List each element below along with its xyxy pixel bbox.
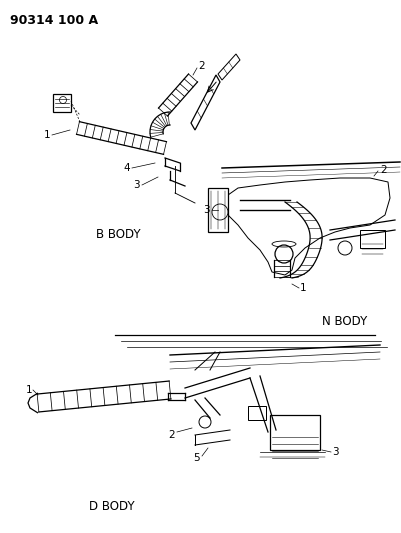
- Text: 2: 2: [379, 165, 386, 175]
- Text: 3: 3: [331, 447, 338, 457]
- Text: 1: 1: [299, 283, 306, 293]
- Text: 4: 4: [123, 163, 130, 173]
- Text: B BODY: B BODY: [95, 228, 140, 241]
- Text: 1: 1: [43, 130, 50, 140]
- Text: D BODY: D BODY: [89, 500, 134, 513]
- Text: 1: 1: [25, 385, 32, 395]
- Text: 5: 5: [193, 453, 200, 463]
- Bar: [269, 415, 319, 450]
- Text: 3: 3: [133, 180, 140, 190]
- Text: 2: 2: [198, 61, 204, 71]
- Text: 2: 2: [168, 430, 174, 440]
- Text: 90314 100 A: 90314 100 A: [10, 14, 98, 27]
- Text: N BODY: N BODY: [322, 315, 367, 328]
- Bar: [207, 188, 227, 232]
- Bar: [247, 406, 265, 420]
- Bar: [359, 230, 384, 248]
- Bar: [53, 94, 71, 112]
- Text: 3: 3: [203, 205, 209, 215]
